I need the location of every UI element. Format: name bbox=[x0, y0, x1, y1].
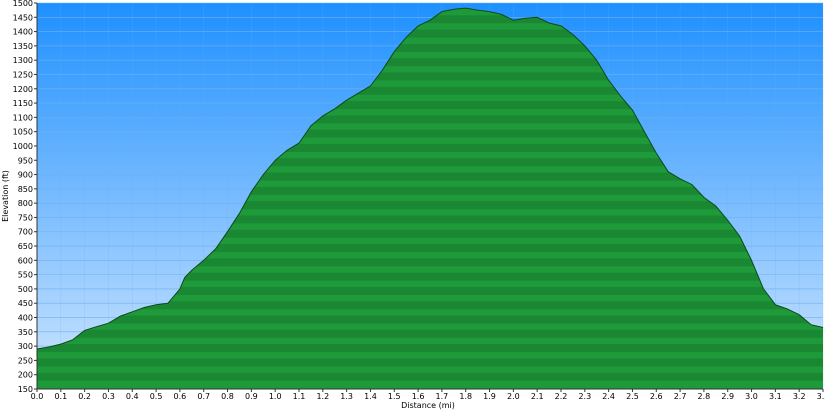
x-tick-label: 0.8 bbox=[221, 392, 234, 401]
elevation-line bbox=[36, 7, 824, 350]
elevation-band bbox=[37, 158, 823, 167]
y-tick-label: 1000 bbox=[13, 142, 33, 151]
x-tick-label: 3.1 bbox=[769, 392, 782, 401]
x-tick-label: 2.3 bbox=[578, 392, 591, 401]
y-tick-label: 350 bbox=[18, 328, 33, 337]
y-tick-label: 300 bbox=[18, 342, 33, 351]
y-tick-label: 1400 bbox=[13, 28, 33, 37]
x-tick-label: 2.7 bbox=[674, 392, 687, 401]
x-tick-label: 0.2 bbox=[78, 392, 91, 401]
x-tick-label: 2.9 bbox=[721, 392, 734, 401]
elevation-band bbox=[37, 272, 823, 281]
elevation-band bbox=[37, 43, 823, 52]
elevation-band bbox=[37, 258, 823, 267]
y-tick-label: 500 bbox=[18, 285, 33, 294]
x-tick-label: 1.4 bbox=[364, 392, 377, 401]
elevation-area bbox=[36, 7, 824, 389]
elevation-band bbox=[37, 244, 823, 253]
elevation-band bbox=[37, 29, 823, 38]
elevation-band bbox=[37, 115, 823, 124]
y-tick-label: 850 bbox=[18, 185, 33, 194]
x-tick-label: 0.1 bbox=[54, 392, 67, 401]
x-tick-label: 2.6 bbox=[650, 392, 663, 401]
x-tick-label: 1.6 bbox=[412, 392, 425, 401]
x-tick-label: 0.0 bbox=[31, 392, 44, 401]
elevation-band bbox=[37, 358, 823, 367]
x-tick-label: 1.9 bbox=[483, 392, 496, 401]
elevation-band bbox=[37, 344, 823, 353]
y-tick-label: 750 bbox=[18, 213, 33, 222]
y-tick-label: 1200 bbox=[13, 85, 33, 94]
y-tick-label: 600 bbox=[18, 256, 33, 265]
y-tick-label: 700 bbox=[18, 228, 33, 237]
y-tick-label: 1250 bbox=[13, 70, 33, 79]
elevation-band bbox=[37, 315, 823, 324]
x-tick-label: 0.3 bbox=[102, 392, 115, 401]
x-tick-label: 1.0 bbox=[269, 392, 282, 401]
y-tick-label: 450 bbox=[18, 299, 33, 308]
elevation-band bbox=[37, 86, 823, 95]
elevation-band bbox=[37, 286, 823, 295]
y-tick-label: 200 bbox=[18, 371, 33, 380]
elevation-band bbox=[37, 143, 823, 152]
x-tick-label: 0.7 bbox=[197, 392, 210, 401]
elevation-bands bbox=[37, 8, 823, 381]
x-tick-label: 1.3 bbox=[340, 392, 353, 401]
y-tick-label: 1450 bbox=[13, 13, 33, 22]
x-tick-label: 2.4 bbox=[602, 392, 615, 401]
elevation-band bbox=[37, 301, 823, 310]
x-axis-title: Distance (mi) bbox=[401, 401, 455, 410]
y-tick-label: 900 bbox=[18, 171, 33, 180]
x-tick-label: 0.4 bbox=[126, 392, 139, 401]
x-tick-label: 1.2 bbox=[316, 392, 329, 401]
elevation-band bbox=[37, 186, 823, 195]
x-tick-label: 1.8 bbox=[459, 392, 472, 401]
elevation-band bbox=[37, 129, 823, 138]
elevation-band bbox=[37, 329, 823, 338]
y-axis-title: Elevation (ft) bbox=[1, 170, 10, 222]
y-tick-label: 1050 bbox=[13, 128, 33, 137]
y-tick-label: 250 bbox=[18, 356, 33, 365]
axes bbox=[36, 3, 823, 390]
elevation-band bbox=[37, 172, 823, 181]
y-tick-label: 950 bbox=[18, 156, 33, 165]
y-tick-label: 1150 bbox=[13, 99, 33, 108]
y-tick-label: 650 bbox=[18, 242, 33, 251]
elevation-band bbox=[37, 101, 823, 110]
y-tick-label: 800 bbox=[18, 199, 33, 208]
elevation-band bbox=[37, 215, 823, 224]
elevation-band bbox=[37, 372, 823, 381]
elevation-band bbox=[37, 201, 823, 210]
elevation-band bbox=[37, 72, 823, 81]
x-tick-label: 2.5 bbox=[626, 392, 639, 401]
x-tick-label: 1.5 bbox=[388, 392, 401, 401]
x-tick-label: 2.1 bbox=[531, 392, 544, 401]
x-tick-label: 3.0 bbox=[745, 392, 758, 401]
elevation-band bbox=[37, 229, 823, 238]
y-tick-label: 550 bbox=[18, 271, 33, 280]
y-tick-label: 400 bbox=[18, 314, 33, 323]
x-tick-label: 0.6 bbox=[174, 392, 187, 401]
y-tick-label: 1100 bbox=[13, 113, 33, 122]
y-tick-label: 1350 bbox=[13, 42, 33, 51]
x-tick-labels: 0.0 0.1 0.2 0.3 0.4 0.5 0.6 0.7 0.8 0.9 1.0 1.1 1.2 1… bbox=[31, 389, 825, 401]
x-tick-label: 3.2 bbox=[793, 392, 806, 401]
y-tick-label: 1500 bbox=[13, 0, 33, 8]
x-tick-label: 2.0 bbox=[507, 392, 520, 401]
x-tick-label: 3.3 bbox=[817, 392, 825, 401]
x-tick-label: 1.1 bbox=[293, 392, 306, 401]
y-tick-labels: 150 200 250 300 350 400 450 500 550 600 650 700 750 8… bbox=[13, 0, 37, 394]
x-tick-label: 2.2 bbox=[555, 392, 568, 401]
elevation-band bbox=[37, 58, 823, 67]
y-tick-label: 1300 bbox=[13, 56, 33, 65]
x-tick-label: 2.8 bbox=[698, 392, 711, 401]
x-tick-label: 0.5 bbox=[150, 392, 163, 401]
y-tick-label: 150 bbox=[18, 385, 33, 394]
x-tick-label: 0.9 bbox=[245, 392, 258, 401]
x-tick-label: 1.7 bbox=[436, 392, 449, 401]
